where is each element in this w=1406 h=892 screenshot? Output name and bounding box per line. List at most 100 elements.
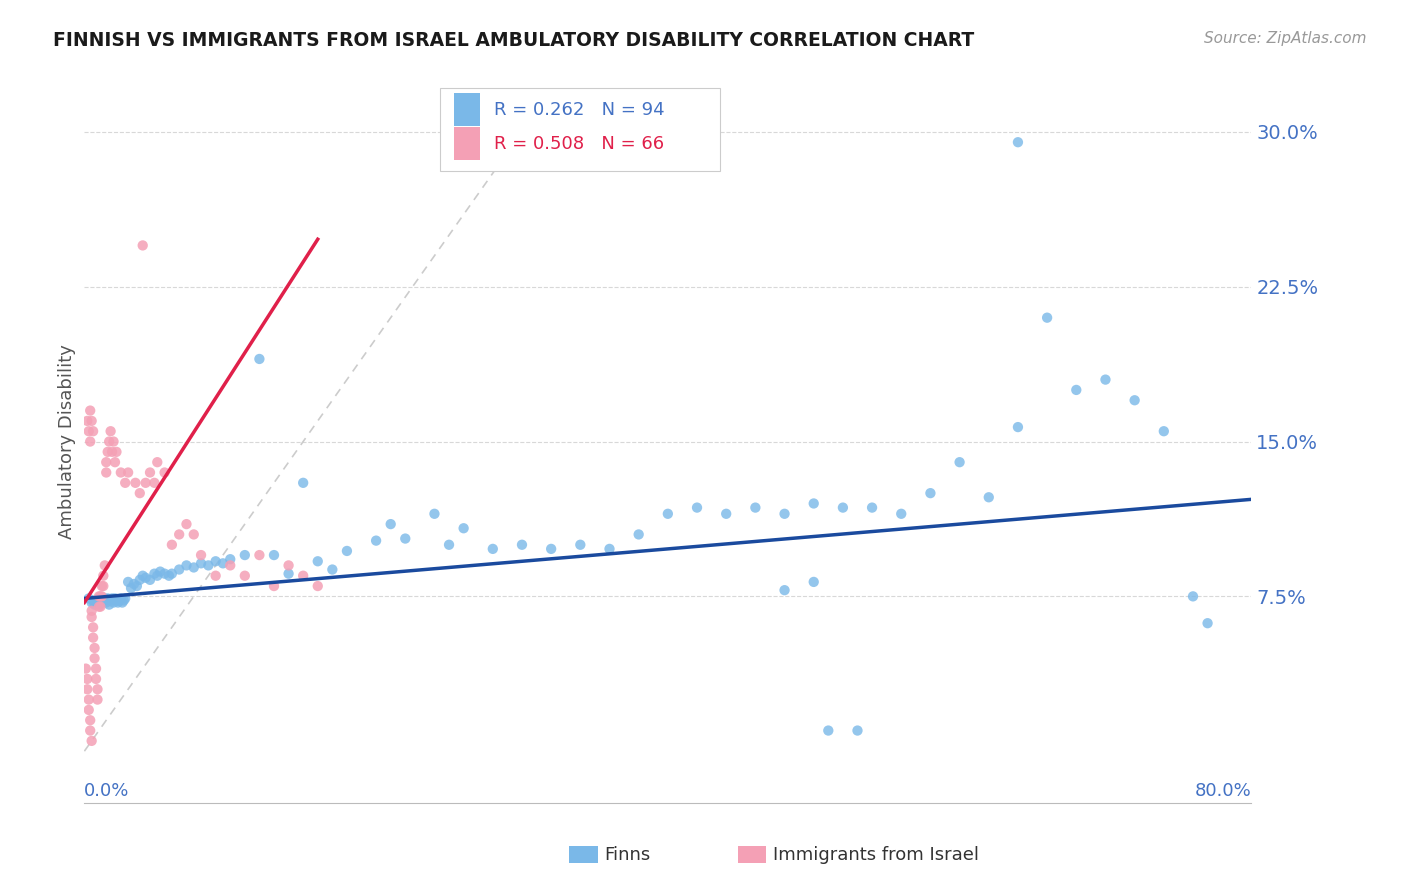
Point (1066, 383, 1088, 397)
Point (75, 662, 97, 676)
Point (160, 566, 183, 581)
Point (80, 610, 103, 624)
Point (96, 466, 118, 480)
Point (1094, 373, 1116, 387)
Point (860, 500, 883, 515)
Point (380, 517, 402, 532)
Point (139, 466, 162, 480)
Point (125, 579, 148, 593)
Point (146, 568, 169, 582)
Point (803, 496, 825, 510)
Point (100, 424, 122, 438)
Point (212, 557, 235, 571)
Point (657, 507, 679, 521)
Point (599, 541, 621, 556)
Point (76, 672, 98, 686)
Point (190, 557, 212, 571)
Point (83, 651, 105, 665)
Point (277, 558, 299, 573)
Point (394, 532, 416, 546)
Point (773, 507, 796, 521)
Point (204, 568, 226, 582)
Point (82, 593, 104, 607)
Point (510, 538, 533, 552)
Point (233, 548, 256, 562)
Point (104, 455, 127, 469)
Point (80, 604, 103, 618)
Point (89, 593, 111, 607)
Point (803, 574, 825, 589)
Point (482, 541, 505, 556)
Point (176, 517, 198, 532)
Point (149, 565, 172, 579)
Point (183, 560, 205, 574)
Point (773, 583, 796, 598)
Text: Immigrants from Israel: Immigrants from Israel (773, 846, 980, 863)
Point (91, 568, 114, 582)
Point (84, 672, 107, 686)
Point (83, 598, 105, 612)
Point (249, 351, 271, 366)
Point (105, 593, 128, 607)
Point (117, 574, 139, 589)
Point (321, 562, 343, 576)
Point (1007, 420, 1029, 434)
Point (77, 424, 100, 438)
Point (128, 573, 150, 587)
Point (90, 579, 112, 593)
Point (627, 527, 650, 541)
Point (1007, 135, 1029, 149)
Point (112, 593, 135, 607)
Point (100, 593, 122, 607)
Point (107, 596, 129, 610)
Point (108, 593, 131, 607)
Point (132, 238, 155, 252)
Point (86, 692, 108, 706)
Point (98, 434, 121, 449)
Point (124, 475, 146, 490)
Point (77, 591, 100, 606)
Point (1182, 590, 1205, 604)
Point (263, 548, 285, 562)
Point (77, 703, 100, 717)
Point (233, 568, 256, 582)
Point (79, 723, 101, 738)
Point (79, 713, 101, 727)
Text: Source: ZipAtlas.com: Source: ZipAtlas.com (1204, 31, 1367, 46)
Point (292, 475, 315, 490)
Point (197, 558, 219, 573)
Point (122, 577, 145, 591)
Point (82, 620, 104, 634)
Point (101, 445, 124, 459)
Point (83, 640, 105, 655)
Point (157, 568, 180, 582)
Point (183, 527, 205, 541)
Point (87, 590, 110, 604)
Point (96, 593, 118, 607)
Point (190, 548, 212, 562)
Text: 80.0%: 80.0% (1195, 781, 1251, 800)
Point (96, 455, 118, 469)
Point (135, 475, 157, 490)
Point (120, 581, 142, 595)
Point (80, 414, 103, 428)
Point (98, 598, 121, 612)
Point (89, 590, 111, 604)
FancyBboxPatch shape (440, 87, 720, 170)
Point (366, 533, 388, 548)
Point (146, 455, 169, 469)
Point (79, 403, 101, 417)
Point (90, 596, 112, 610)
Y-axis label: Ambulatory Disability: Ambulatory Disability (58, 344, 76, 539)
Point (84, 596, 107, 610)
Point (336, 544, 359, 558)
Point (176, 558, 198, 573)
Text: R = 0.262   N = 94: R = 0.262 N = 94 (494, 101, 665, 119)
Point (263, 579, 285, 593)
Point (153, 466, 176, 480)
Point (87, 599, 110, 614)
Point (90, 590, 112, 604)
Text: R = 0.508   N = 66: R = 0.508 N = 66 (494, 135, 664, 153)
Point (76, 682, 98, 697)
Point (82, 424, 104, 438)
